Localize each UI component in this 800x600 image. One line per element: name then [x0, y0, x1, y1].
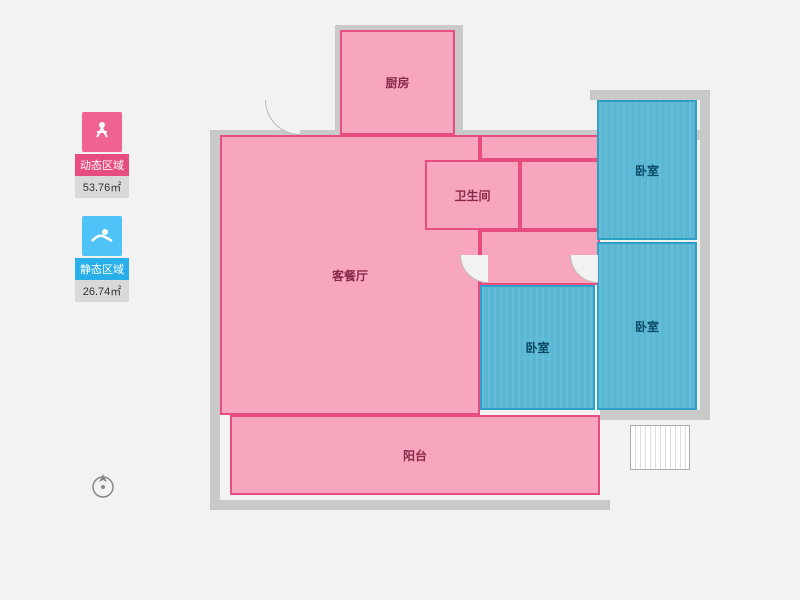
legend-panel: 动态区域 53.76㎡ 静态区域 26.74㎡ — [72, 112, 132, 320]
room-bed3: 卧室 — [480, 285, 595, 410]
window — [630, 425, 690, 470]
room-bed2: 卧室 — [597, 242, 697, 410]
room-corridor3 — [520, 160, 600, 230]
legend-static-value: 26.74㎡ — [75, 280, 129, 302]
wall — [455, 25, 463, 135]
legend-dynamic-value: 53.76㎡ — [75, 176, 129, 198]
room-bed1: 卧室 — [597, 100, 697, 240]
wall — [600, 410, 710, 420]
compass-icon — [88, 470, 118, 505]
wall — [210, 500, 610, 510]
room-bath: 卫生间 — [425, 160, 520, 230]
wall — [700, 90, 710, 420]
legend-static: 静态区域 26.74㎡ — [72, 216, 132, 302]
legend-static-label: 静态区域 — [75, 258, 129, 280]
wall — [590, 90, 705, 100]
room-label-bed2: 卧室 — [635, 318, 659, 335]
room-label-living: 客餐厅 — [332, 267, 368, 284]
floor-plan: 厨房客餐厅卫生间阳台卧室卧室卧室 — [210, 30, 740, 560]
wall — [210, 130, 220, 510]
room-kitchen: 厨房 — [340, 30, 455, 135]
room-label-bed1: 卧室 — [635, 162, 659, 179]
room-balcony: 阳台 — [230, 415, 600, 495]
static-zone-icon — [82, 216, 122, 256]
room-label-bath: 卫生间 — [454, 187, 490, 204]
dynamic-zone-icon — [82, 112, 122, 152]
legend-dynamic-label: 动态区域 — [75, 154, 129, 176]
room-label-bed3: 卧室 — [525, 339, 549, 356]
room-label-kitchen: 厨房 — [385, 74, 409, 91]
room-label-balcony: 阳台 — [403, 447, 427, 464]
legend-dynamic: 动态区域 53.76㎡ — [72, 112, 132, 198]
